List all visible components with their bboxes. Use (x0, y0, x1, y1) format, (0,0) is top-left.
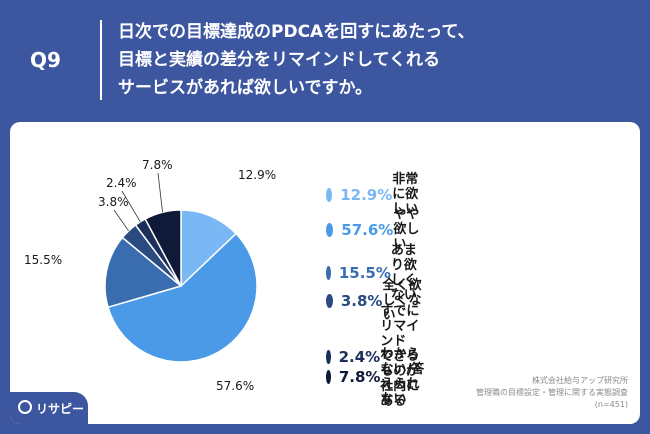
legend-swatch (326, 293, 333, 308)
legend-label-line: あまり欲しくない (390, 243, 417, 303)
question-title-line: 目標と実績の差分をリマインドしてくれる (118, 50, 440, 70)
legend-label: やや欲しい (393, 207, 427, 252)
pie-slice (144, 209, 182, 287)
legend-swatch (326, 349, 331, 364)
legend-swatch (326, 187, 333, 202)
legend-value: 57.6% (341, 220, 394, 239)
pie-slice (107, 232, 258, 363)
legend-label-line: すでにリマインド (380, 304, 420, 349)
source-line: 管理職の目標設定・管理に関する実態調査 (476, 388, 628, 397)
source-note: 株式会社給与アップ研究所 管理職の目標設定・管理に関する実態調査 (n=451) (476, 375, 628, 411)
pie-slice (180, 209, 238, 288)
header-divider (100, 20, 102, 100)
chart-panel: 12.9% 57.6% 15.5% 3.8% 2.4% 7.8% 12.9% 非常に欲しい 5… (10, 122, 640, 424)
legend-label-line: 全く欲しくない (382, 278, 422, 323)
source-line: (n=451) (594, 400, 628, 409)
legend-item: 15.5% あまり欲しくない (326, 243, 427, 303)
legend-item: 2.4% すでにリマインド できるものが社内にある (326, 304, 427, 409)
legend-item: 12.9% 非常に欲しい (326, 172, 427, 217)
pie-value-label: 2.4% (106, 176, 137, 190)
legend-item: 57.6% やや欲しい (326, 207, 427, 252)
logo-text: リサピー (36, 402, 85, 416)
pie-slice (104, 236, 183, 309)
legend-label-line: 非常に欲しい (392, 172, 419, 217)
legend-label: あまり欲しくない (391, 243, 427, 303)
pie-value-label: 3.8% (98, 195, 129, 209)
question-title-line: 日次での目標達成のPDCAを回すにあたって、 (118, 22, 475, 42)
legend-label: 全く欲しくない (382, 278, 427, 323)
question-title-line: サービスがあれば欲しいですか。 (118, 78, 373, 98)
logo-icon (18, 400, 32, 414)
header: Q9 日次での目標達成のPDCAを回すにあたって、 目標と実績の差分をリマインド… (0, 0, 650, 118)
legend-label-line: わからない/答えられない (380, 347, 425, 407)
legend-swatch (326, 370, 331, 384)
pie-value-label: 15.5% (24, 253, 62, 267)
legend-swatch (326, 266, 331, 280)
leader-line (113, 209, 129, 232)
legend-swatch (326, 222, 334, 237)
legend-label-line: できるものが社内にある (380, 349, 420, 409)
legend-label: 非常に欲しい (392, 172, 427, 217)
legend-label-line: やや欲しい (393, 207, 420, 252)
pie-value-label: 12.9% (238, 168, 276, 182)
question-title: 日次での目標達成のPDCAを回すにあたって、 目標と実績の差分をリマインドしてく… (118, 18, 638, 102)
leader-line (157, 172, 163, 213)
leader-line (121, 190, 141, 223)
legend-item: 7.8% わからない/答えられない (326, 347, 432, 407)
legend-value: 3.8% (340, 291, 383, 310)
legend-label: すでにリマインド できるものが社内にある (380, 304, 427, 409)
legend-item: 3.8% 全く欲しくない (326, 278, 427, 323)
legend-value: 12.9% (340, 185, 393, 204)
question-number: Q9 (30, 48, 61, 72)
legend-value: 15.5% (338, 264, 391, 282)
legend-value: 7.8% (338, 368, 381, 386)
logo: リサピー (10, 392, 88, 424)
pie-value-label: 7.8% (142, 158, 173, 172)
legend-label: わからない/答えられない (380, 347, 431, 407)
source-line: 株式会社給与アップ研究所 (532, 376, 628, 385)
pie-value-label: 57.6% (216, 379, 254, 393)
pie-chart: 12.9% 57.6% 15.5% 3.8% 2.4% 7.8% (24, 158, 276, 393)
legend-value: 2.4% (338, 347, 381, 366)
